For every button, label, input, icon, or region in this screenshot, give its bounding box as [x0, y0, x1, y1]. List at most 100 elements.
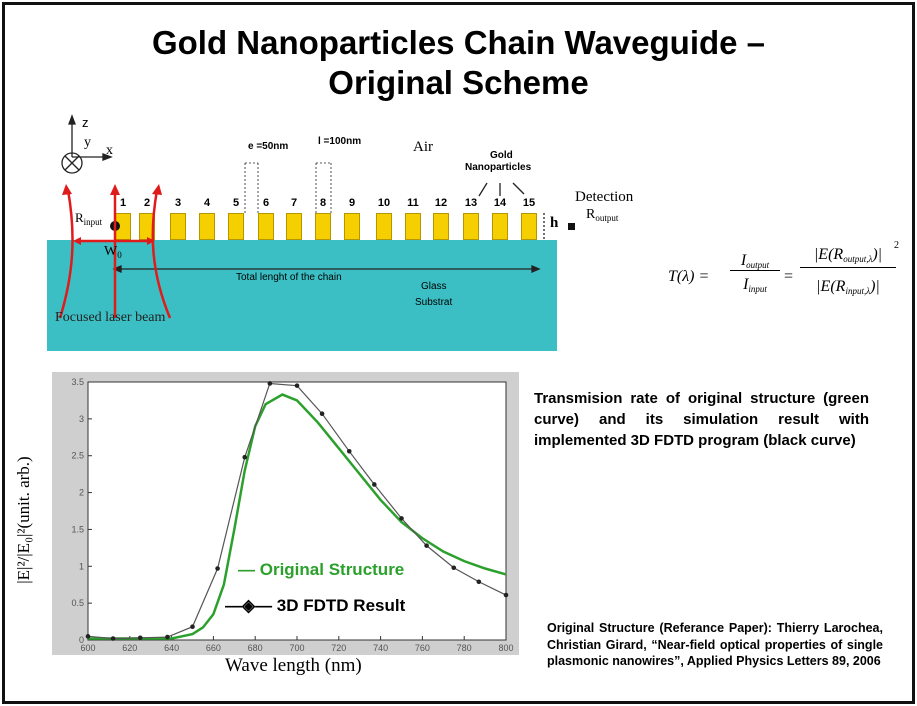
fdtd-data-point	[215, 566, 220, 571]
y-label: y	[84, 135, 91, 150]
particle-number: 2	[143, 197, 151, 209]
fdtd-data-point	[137, 635, 143, 641]
fdtd-data-point	[476, 579, 482, 585]
particle-number: 12	[434, 197, 448, 209]
gold-nanoparticle	[286, 213, 302, 240]
slide-title-line2: Original Scheme	[328, 64, 589, 101]
gold-nanoparticle	[433, 213, 449, 240]
nanoparticles-label: Nanoparticles	[465, 162, 532, 173]
x-tick-label: 620	[122, 643, 137, 653]
legend-fdtd: —◈— 3D FDTD Result	[225, 596, 406, 615]
y-axis-label-wrap: |E|²/|E₀|²(unit. arb.)	[6, 400, 46, 640]
total-length-label: Total lenght of the chain	[236, 272, 342, 283]
x-tick-label: 780	[457, 643, 472, 653]
y-tick-label: 0.5	[71, 598, 84, 608]
x-axis-label: Wave length (nm)	[225, 655, 362, 676]
w0-label: W0	[104, 244, 122, 260]
gold-nanoparticle	[521, 213, 537, 240]
x-tick-label: 740	[373, 643, 388, 653]
particle-number: 10	[377, 197, 391, 209]
fdtd-data-point	[267, 381, 273, 386]
gold-nanoparticle	[463, 213, 479, 240]
fdtd-data-point	[503, 592, 509, 598]
x-tick-label: 800	[498, 643, 513, 653]
particle-number: 13	[464, 197, 478, 209]
y-axis-into-page-icon	[61, 152, 83, 174]
slide-title-line1: Gold Nanoparticles Chain Waveguide –	[151, 24, 766, 61]
glass-label: Glass	[421, 281, 447, 292]
legend-original: — Original Structure	[238, 560, 405, 579]
fdtd-data-point	[165, 634, 170, 640]
particle-number: 15	[522, 197, 536, 209]
x-tick-label: 680	[248, 643, 263, 653]
z-label: z	[82, 115, 89, 130]
gold-nanoparticle	[228, 213, 244, 240]
air-label: Air	[413, 139, 433, 155]
particle-number: 1	[119, 197, 127, 209]
fdtd-data-point	[372, 482, 377, 487]
plot-area	[87, 381, 507, 641]
particle-number: 9	[348, 197, 356, 209]
fdtd-data-point	[346, 448, 352, 454]
particle-number: 5	[232, 197, 240, 209]
transmission-formula: T(λ) = Ioutput Iinput = |E(Routput,λ)| 2…	[668, 240, 899, 296]
spacing-label: e =50nm	[248, 141, 289, 152]
fdtd-data-point	[110, 636, 116, 641]
fdtd-data-point	[242, 454, 248, 460]
particle-number: 8	[319, 197, 327, 209]
laser-beam	[58, 189, 172, 319]
gold-nanoparticle	[258, 213, 274, 240]
fdtd-data-point	[190, 624, 195, 630]
particle-number: 6	[262, 197, 270, 209]
x-tick-label: 600	[80, 643, 95, 653]
gold-nanoparticle	[344, 213, 360, 240]
y-tick-label: 2	[79, 488, 84, 498]
x-tick-label: 760	[415, 643, 430, 653]
description-text: Transmision rate of original structure (…	[534, 390, 869, 449]
y-tick-label: 3.5	[71, 377, 84, 387]
particle-number: 11	[407, 197, 419, 209]
substrat-label: Substrat	[415, 297, 453, 308]
gold-nanoparticle	[170, 213, 186, 240]
length-label: l =100nm	[318, 136, 362, 147]
fdtd-data-point	[294, 383, 300, 388]
particle-number: 14	[493, 197, 507, 209]
particle-number: 7	[290, 197, 298, 209]
gold-nanoparticle	[315, 213, 331, 240]
gold-nanoparticle	[405, 213, 421, 240]
glass-substrate	[47, 240, 557, 351]
y-tick-label: 0	[79, 635, 84, 645]
x-tick-label: 640	[164, 643, 179, 653]
y-axis-label: |E|²/|E₀|²(unit. arb.)	[14, 456, 33, 584]
gold-label: Gold	[490, 150, 513, 161]
laser-label: Focused laser beam	[55, 310, 166, 325]
gold-nanoparticle	[492, 213, 508, 240]
x-label: x	[106, 143, 113, 158]
r-output-label: Routput	[586, 207, 619, 223]
height-label: h	[550, 215, 559, 231]
fdtd-data-point	[451, 565, 457, 571]
gold-nanoparticle	[376, 213, 392, 240]
x-tick-label: 660	[206, 643, 221, 653]
particle-number: 4	[203, 197, 211, 209]
r-input-label: Rinput	[75, 210, 103, 227]
detection-label: Detection	[575, 189, 634, 205]
y-tick-label: 2.5	[71, 451, 84, 461]
series-line-original	[88, 393, 507, 640]
y-tick-label: 3	[79, 414, 84, 424]
y-tick-label: 1	[79, 561, 84, 571]
fdtd-data-point	[399, 516, 404, 521]
diagram-lines	[58, 114, 575, 319]
gold-nanoparticle	[199, 213, 215, 240]
detection-point	[568, 223, 575, 230]
x-tick-label: 700	[289, 643, 304, 653]
fdtd-data-point	[85, 634, 91, 639]
particle-number: 3	[174, 197, 182, 209]
fdtd-data-point	[319, 411, 325, 416]
y-tick-label: 1.5	[71, 524, 84, 534]
reference-text: Original Structure (Referance Paper): Th…	[547, 621, 883, 668]
fdtd-data-point	[424, 543, 429, 548]
x-tick-label: 720	[331, 643, 346, 653]
